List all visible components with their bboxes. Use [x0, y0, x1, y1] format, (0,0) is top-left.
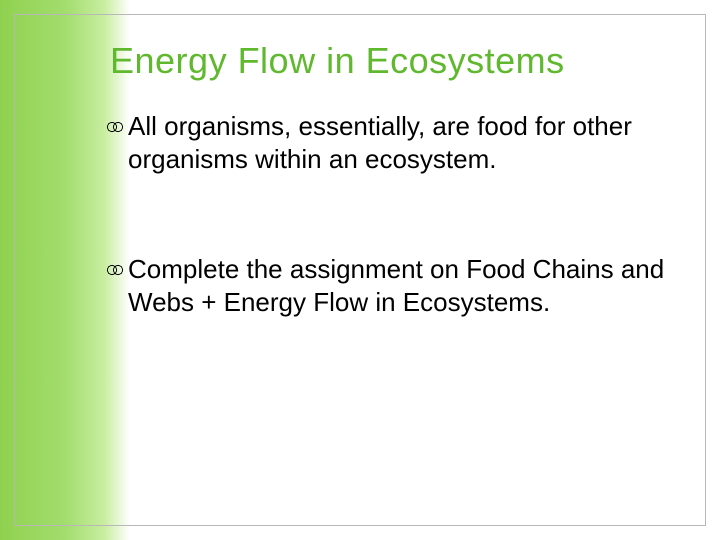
- list-item: All organisms, essentially, are food for…: [128, 110, 690, 175]
- slide-title: Energy Flow in Ecosystems: [110, 40, 690, 82]
- list-item: Complete the assignment on Food Chains a…: [128, 253, 690, 318]
- bullet-list: All organisms, essentially, are food for…: [110, 110, 690, 318]
- bullet-text: All organisms, essentially, are food for…: [128, 111, 632, 174]
- bullet-text: Complete the assignment on Food Chains a…: [128, 254, 664, 317]
- content-area: Energy Flow in Ecosystems All organisms,…: [110, 40, 690, 396]
